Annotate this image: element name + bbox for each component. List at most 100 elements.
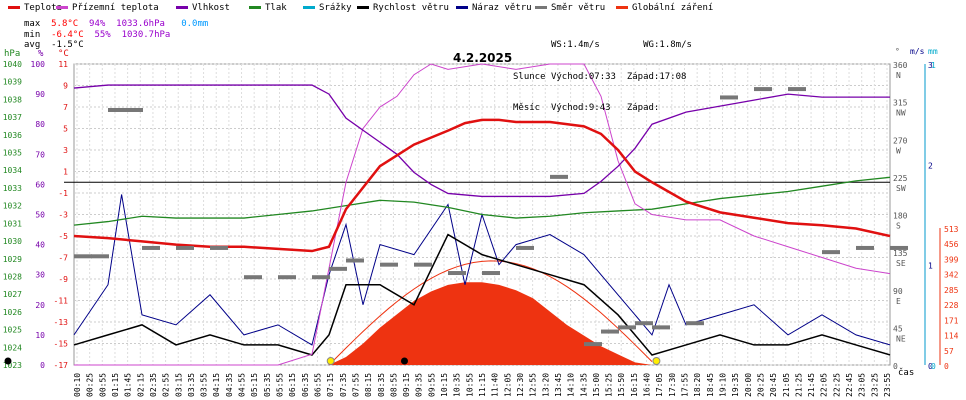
deg-tick: 315	[893, 99, 908, 108]
x-tick-label: 10:15	[440, 373, 449, 397]
moon-label: Měsíc	[513, 103, 541, 113]
axis-unit: °C	[58, 49, 69, 59]
sunrise-marker	[326, 357, 335, 365]
pct-tick: 20	[35, 301, 45, 310]
ms-tick: 1	[928, 262, 933, 271]
pct-tick: 70	[35, 150, 45, 159]
hpa-tick: 1023	[3, 361, 22, 370]
hpa-tick: 1026	[3, 308, 22, 317]
wind-dir-mark	[312, 275, 330, 280]
temp-tick: 9	[63, 82, 68, 91]
legend-label: Rychlost větru	[373, 3, 449, 13]
x-tick-label: 18:20	[693, 373, 702, 397]
temp-tick: -5	[58, 232, 68, 241]
x-tick-label: 00:10	[73, 373, 82, 397]
wind-gust-line	[73, 194, 891, 346]
wind-dir-mark	[125, 107, 143, 112]
x-tick-label: 16:40	[643, 373, 652, 397]
legend-label: Teplota	[24, 3, 62, 13]
temp-tick: -17	[54, 361, 69, 370]
x-tick-label: 22:25	[832, 373, 841, 397]
legend-item: Přízemní teplota	[56, 3, 159, 13]
x-tick-label: 13:20	[541, 373, 550, 397]
legend-item: Náraz větru	[456, 3, 532, 13]
deg-tick: 360	[893, 61, 908, 70]
moon-set: Západ:	[626, 103, 660, 113]
hpa-tick: 1040	[3, 60, 22, 69]
legend-swatch	[535, 6, 547, 9]
hpa-tick: 1028	[3, 272, 22, 281]
pct-tick: 40	[35, 241, 45, 250]
temp-tick: 11	[58, 60, 68, 69]
legend-label: Náraz větru	[472, 3, 532, 13]
legend-swatch	[8, 6, 20, 9]
temperature-line	[73, 118, 891, 253]
hpa-tick: 1037	[3, 113, 22, 122]
moon-marker	[4, 357, 12, 365]
wind-dir-mark	[788, 87, 806, 92]
wind-dir-mark	[890, 245, 908, 250]
x-tick-label: 23:05	[858, 373, 867, 397]
temp-tick: -15	[54, 340, 69, 349]
sun-label: Slunce	[513, 71, 546, 82]
legend-item: Teplota	[8, 3, 62, 13]
deg-tick: 90	[893, 287, 903, 296]
rad-tick: 456	[944, 240, 959, 249]
hpa-tick: 1025	[3, 326, 22, 335]
legend-label: Tlak	[265, 3, 287, 13]
x-tick-label: 03:15	[174, 373, 183, 397]
temp-tick: -1	[58, 189, 68, 198]
min-humidity: 55%	[94, 29, 111, 40]
ms-tick: 2	[928, 161, 933, 170]
axis-unit: °	[895, 47, 900, 56]
x-tick-label: 02:55	[162, 373, 171, 397]
x-tick-label: 00:25	[86, 373, 95, 397]
x-tick-label: 19:35	[731, 373, 740, 397]
x-tick-label: 05:55	[276, 373, 285, 397]
legend-item: Srážky	[303, 3, 352, 13]
hpa-tick: 1031	[3, 219, 22, 228]
rad-tick: 171	[944, 316, 959, 325]
x-tick-label: 11:40	[491, 373, 500, 397]
temp-tick: -7	[58, 254, 68, 263]
x-tick-label: 21:05	[782, 373, 791, 397]
hpa-tick: 1033	[3, 184, 22, 193]
x-tick-label: 15:25	[605, 373, 614, 397]
min-pressure: 1030.7hPa	[121, 29, 171, 40]
x-tick-label: 04:55	[238, 373, 247, 397]
ms-tick: 0	[928, 362, 933, 371]
deg-tick: 225	[893, 174, 908, 183]
x-tick-label: 03:35	[187, 373, 196, 397]
pct-tick: 10	[35, 331, 45, 340]
x-tick-label: 09:55	[427, 373, 436, 397]
dir-tick: NW	[896, 109, 906, 118]
rad-tick: 114	[944, 332, 959, 341]
wind-dir-mark	[856, 245, 874, 250]
x-tick-label: 10:55	[465, 373, 474, 397]
sun-rise: Východ:07:33	[550, 71, 616, 82]
deg-tick: 0	[893, 362, 898, 371]
max-label: max	[24, 19, 41, 29]
rad-tick: 0	[944, 362, 949, 371]
pct-tick: 90	[35, 90, 45, 99]
hpa-tick: 1034	[3, 166, 22, 175]
x-tick-label: 05:15	[250, 373, 259, 397]
x-tick-label: 12:05	[503, 373, 512, 397]
x-tick-label: 11:15	[478, 373, 487, 397]
x-tick-label: 13:45	[554, 373, 563, 397]
x-tick-label: 17:05	[655, 373, 664, 397]
legend-item: Globální záření	[616, 3, 713, 13]
legend-swatch	[357, 6, 369, 9]
rad-tick: 57	[944, 347, 954, 356]
wind-dir-mark	[74, 254, 92, 259]
axis-unit: mm	[928, 47, 938, 56]
legend-swatch	[249, 6, 261, 9]
legend-label: Globální záření	[632, 3, 714, 13]
legend-swatch	[616, 6, 628, 9]
dir-tick: NE	[896, 334, 906, 343]
ms-tick: 3	[928, 61, 933, 70]
temp-tick: -9	[58, 275, 68, 284]
radiation-area	[329, 282, 652, 365]
hpa-tick: 1032	[3, 202, 22, 211]
